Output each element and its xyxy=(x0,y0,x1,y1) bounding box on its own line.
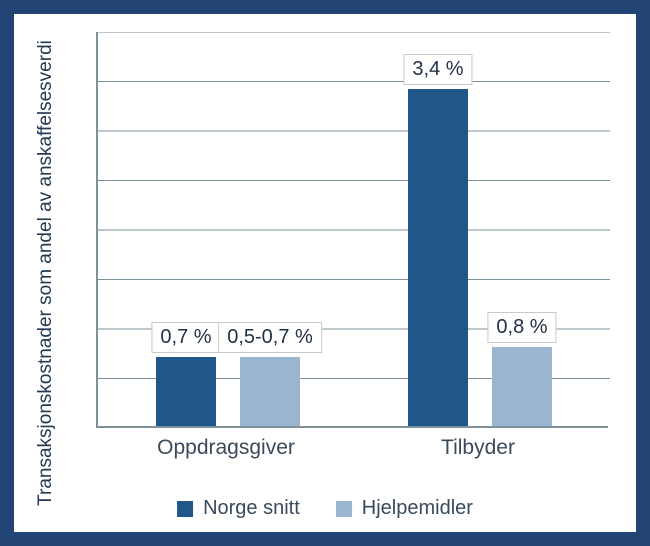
legend-item-hjelpemidler: Hjelpemidler xyxy=(336,497,473,520)
bar-range-low xyxy=(240,377,300,427)
chart-panel: Transaksjonskostnader som andel av anska… xyxy=(14,14,636,532)
legend-swatch-icon xyxy=(177,501,193,517)
bar-value-label: 0,7 % xyxy=(151,322,220,353)
legend: Norge snitt Hjelpemidler xyxy=(177,497,473,520)
y-axis-label: Transaksjonskostnader som andel av anska… xyxy=(35,40,57,506)
bar-value-label: 0,5-0,7 % xyxy=(218,322,322,353)
legend-label: Norge snitt xyxy=(203,497,300,520)
x-category-label: Tilbyder xyxy=(441,436,515,460)
bar xyxy=(408,89,468,426)
x-category-label: Oppdragsgiver xyxy=(157,436,295,460)
bar-value-label: 3,4 % xyxy=(403,54,472,85)
legend-swatch-icon xyxy=(336,501,352,517)
legend-label: Hjelpemidler xyxy=(362,497,473,520)
bar xyxy=(156,357,216,426)
bar xyxy=(492,347,552,426)
legend-item-norge-snitt: Norge snitt xyxy=(177,497,300,520)
bar-value-label: 0,8 % xyxy=(487,312,556,343)
plot-area: 0,7 %0,5-0,7 % 3,4 % 0,8 % xyxy=(96,32,608,428)
